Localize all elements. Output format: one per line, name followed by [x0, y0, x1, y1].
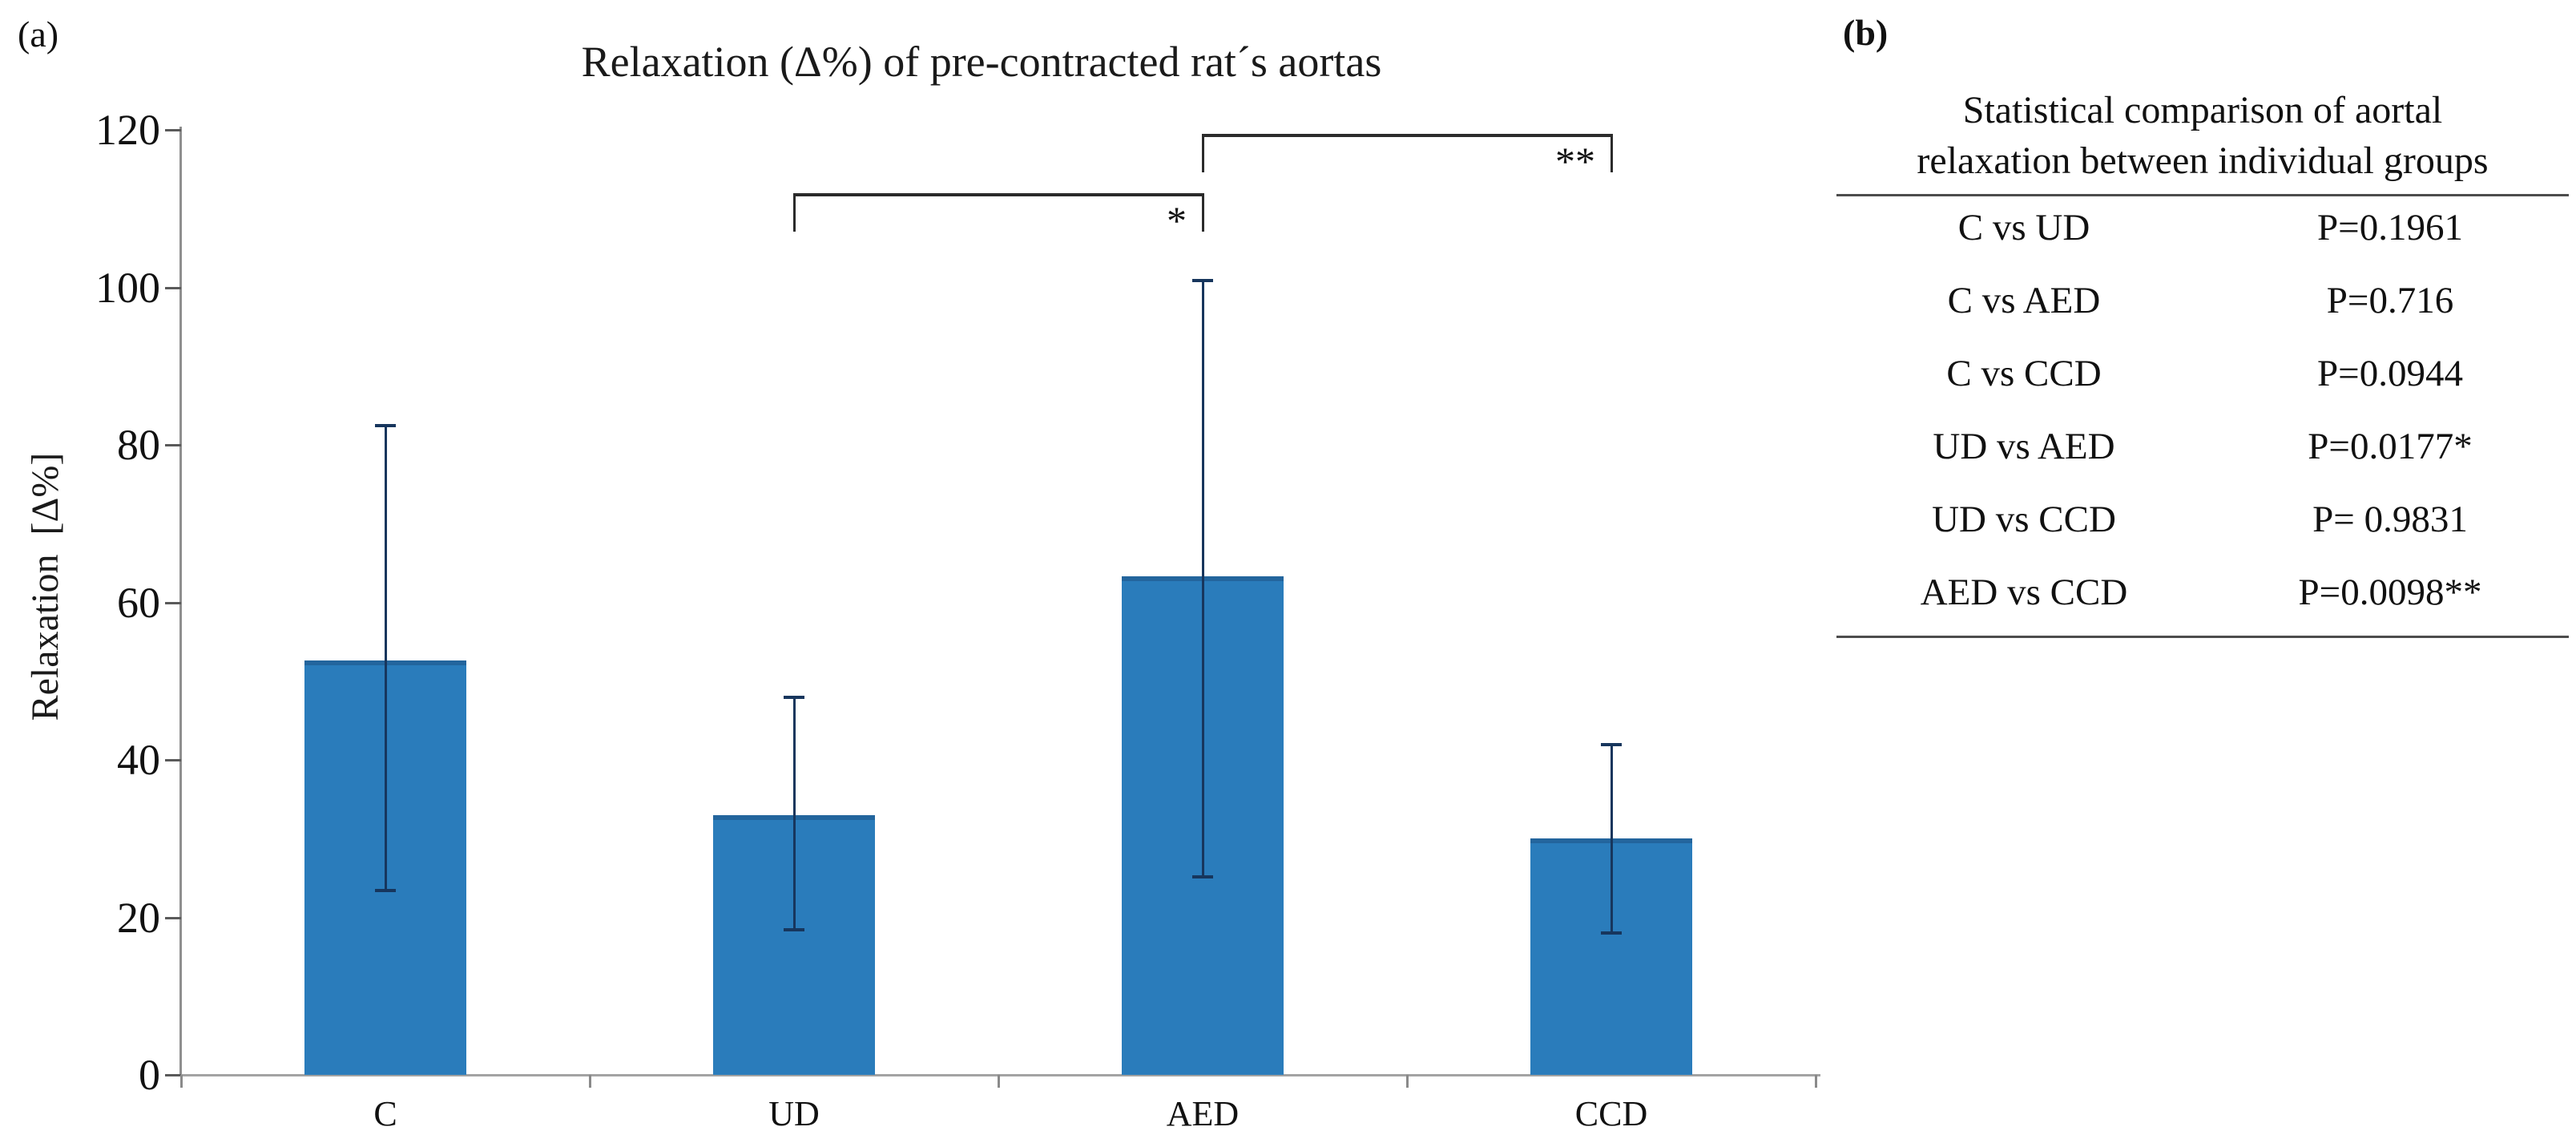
y-tick-mark	[165, 286, 181, 289]
x-category-label-AED: AED	[1166, 1094, 1240, 1133]
sig-bracket-line-0	[793, 192, 1204, 196]
error-cap-bottom-CCD	[1601, 931, 1622, 935]
sig-bracket-tick-left-0	[793, 192, 796, 232]
y-tick-mark	[165, 1074, 181, 1076]
y-tick-label: 20	[117, 893, 160, 942]
y-tick-mark	[165, 601, 181, 604]
error-bar-UD	[793, 697, 796, 931]
stats-p-value: P=0.0098**	[2298, 571, 2482, 613]
stats-p-value: P=0.716	[2326, 279, 2454, 321]
y-tick-label: 100	[95, 263, 160, 312]
stats-comparison: UD vs AED	[1933, 425, 2115, 467]
error-cap-top-UD	[784, 696, 804, 700]
error-cap-bottom-UD	[784, 928, 804, 932]
stats-comparison: AED vs CCD	[1920, 571, 2128, 613]
panel-a-label: (a)	[18, 14, 59, 55]
table-bottom-rule	[1836, 636, 2569, 638]
y-tick-mark	[165, 916, 181, 919]
stats-row-0: C vs UD P=0.1961	[1836, 191, 2569, 264]
x-category-label-CCD: CCD	[1574, 1094, 1648, 1133]
chart-title: Relaxation (Δ%) of pre-contracted rat´s …	[581, 38, 1382, 86]
stats-comparison: C vs CCD	[1946, 352, 2102, 394]
sig-label-1: **	[1555, 138, 1595, 184]
x-axis-line	[171, 1074, 1820, 1076]
x-tick-mark	[1815, 1075, 1817, 1088]
x-category-label-C: C	[373, 1094, 397, 1133]
stats-p-value: P=0.1961	[2317, 206, 2463, 248]
stats-p-value: P=0.0944	[2317, 352, 2463, 394]
x-category-label-UD: UD	[768, 1094, 820, 1133]
error-cap-top-C	[375, 424, 396, 428]
sig-label-0: *	[1167, 197, 1187, 243]
panel-b-label: (b)	[1843, 12, 1889, 53]
stats-title-line2: relaxation between individual groups	[1917, 139, 2489, 182]
x-tick-mark	[589, 1075, 591, 1088]
y-tick-mark	[165, 129, 181, 131]
y-tick-label: 0	[139, 1051, 160, 1099]
stats-row-2: C vs CCD P=0.0944	[1836, 337, 2569, 410]
stats-comparison: C vs AED	[1947, 279, 2101, 321]
stats-p-value: P= 0.9831	[2312, 498, 2468, 540]
y-tick-label: 80	[117, 421, 160, 469]
y-tick-label: 40	[117, 736, 160, 784]
x-tick-mark	[180, 1075, 183, 1088]
stats-comparison: UD vs CCD	[1932, 498, 2116, 540]
y-tick-label: 60	[117, 578, 160, 627]
error-bar-C	[385, 425, 387, 891]
stats-p-value: P=0.0177*	[2308, 425, 2473, 467]
error-cap-bottom-AED	[1192, 875, 1213, 879]
x-tick-mark	[1406, 1075, 1409, 1088]
error-cap-bottom-C	[375, 889, 396, 893]
error-cap-top-AED	[1192, 278, 1213, 282]
error-bar-CCD	[1611, 744, 1613, 934]
stats-row-4: UD vs CCD P= 0.9831	[1836, 483, 2569, 555]
y-tick-mark	[165, 444, 181, 446]
x-tick-mark	[998, 1075, 1000, 1088]
error-bar-AED	[1202, 279, 1204, 878]
sig-bracket-line-1	[1202, 133, 1613, 137]
stats-row-1: C vs AED P=0.716	[1836, 264, 2569, 337]
stats-comparison: C vs UD	[1957, 206, 2090, 248]
sig-bracket-tick-left-1	[1202, 133, 1204, 172]
stats-title-line1: Statistical comparison of aortal	[1962, 89, 2443, 131]
stats-row-3: UD vs AED P=0.0177*	[1836, 410, 2569, 483]
table-rows: C vs UD P=0.1961 C vs AED P=0.716 C vs CCD P=…	[1836, 191, 2569, 628]
sig-bracket-tick-right-1	[1611, 133, 1613, 172]
table-top-rule	[1836, 194, 2569, 196]
sig-bracket-tick-right-0	[1202, 192, 1204, 232]
stats-row-5: AED vs CCD P=0.0098**	[1836, 555, 2569, 628]
y-tick-mark	[165, 759, 181, 761]
stats-table-title: Statistical comparison of aortal relaxat…	[1836, 85, 2569, 186]
y-tick-label: 120	[95, 106, 160, 154]
error-cap-top-CCD	[1601, 743, 1622, 747]
